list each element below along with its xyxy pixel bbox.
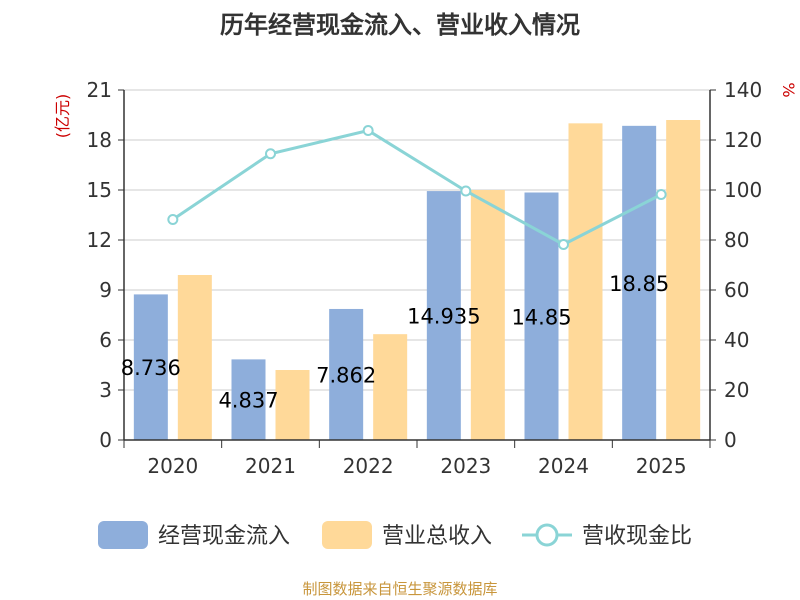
- ratio-line: [167, 125, 667, 250]
- x-tick-label: 2024: [538, 454, 589, 478]
- bar-cash-inflow: [231, 359, 266, 440]
- bar-cash-inflow: [622, 125, 657, 440]
- legend-swatch-revenue: [322, 521, 372, 549]
- ratio-point: [167, 214, 179, 225]
- x-tick-label: 2020: [147, 454, 198, 478]
- bar-cash-inflow: [426, 191, 461, 440]
- ratio-point: [558, 239, 569, 250]
- y-left-tick-label: 0: [99, 428, 112, 452]
- legend-swatch-cash-inflow: [98, 521, 148, 549]
- ratio-point: [265, 148, 276, 160]
- bar-revenue: [666, 120, 701, 440]
- chart-title: 历年经营现金流入、营业收入情况: [220, 11, 580, 39]
- y-left-tick-label: 21: [87, 78, 112, 102]
- legend: 经营现金流入 营业总收入 营收现金比: [98, 521, 692, 549]
- source-note: 制图数据来自恒生聚源数据库: [302, 580, 497, 598]
- y-right-tick-label: 20: [724, 378, 749, 402]
- ratio-point: [362, 125, 374, 136]
- ratio-polyline: [171, 128, 662, 247]
- y-right-tick-label: 140: [724, 78, 762, 102]
- y-right-tick-label: 100: [724, 178, 762, 202]
- y-left-tick-label: 3: [99, 378, 112, 402]
- y-right-tick-label: 80: [724, 228, 749, 252]
- x-tick-label: 2022: [343, 454, 394, 478]
- bar-revenue: [275, 370, 310, 440]
- y-right-tick-label: 0: [724, 428, 737, 452]
- y-right-tick-label: 40: [724, 328, 749, 352]
- data-label-cash-inflow: 8.736: [121, 356, 181, 380]
- x-tick-label: 2025: [636, 454, 687, 478]
- legend-label-cash-inflow: 经营现金流入: [158, 524, 290, 549]
- data-label-cash-inflow: 7.862: [316, 363, 376, 387]
- bar-revenue: [177, 275, 212, 440]
- bar-cash-inflow: [133, 294, 168, 440]
- axes: 0 3 6 9 12 15 18 21 0 20 40 60 80 100 120 140 2020 2021 20…: [87, 78, 763, 478]
- legend-marker-ratio: [535, 523, 559, 547]
- legend-label-ratio: 营收现金比: [582, 524, 692, 549]
- bars: [133, 120, 701, 440]
- data-label-cash-inflow: 14.935: [407, 305, 480, 329]
- y-left-tick-label: 9: [99, 278, 112, 302]
- data-label-cash-inflow: 14.85: [511, 305, 571, 329]
- data-label-cash-inflow: 18.85: [609, 272, 669, 296]
- y-left-tick-label: 15: [87, 178, 112, 202]
- y-left-tick-label: 18: [87, 128, 112, 152]
- y-right-tick-label: 60: [724, 278, 749, 302]
- data-label-cash-inflow: 4.837: [218, 389, 278, 413]
- ratio-point: [655, 189, 667, 200]
- data-labels: 8.736 4.837 7.862 14.935 14.85 18.85: [121, 272, 669, 413]
- bar-cash-inflow: [329, 308, 364, 440]
- y-left-axis-label: (亿元): [53, 94, 72, 139]
- legend-label-revenue: 营业总收入: [382, 524, 492, 549]
- y-left-tick-label: 6: [99, 328, 112, 352]
- y-right-tick-label: 120: [724, 128, 762, 152]
- y-right-axis-label: %: [779, 82, 798, 97]
- x-tick-label: 2021: [245, 454, 296, 478]
- grid-lines: [124, 89, 710, 391]
- y-left-tick-label: 12: [87, 228, 112, 252]
- bar-revenue: [373, 334, 408, 440]
- x-tick-label: 2023: [440, 454, 491, 478]
- bar-revenue: [568, 123, 603, 440]
- bar-revenue: [470, 190, 505, 440]
- ratio-point: [460, 185, 472, 197]
